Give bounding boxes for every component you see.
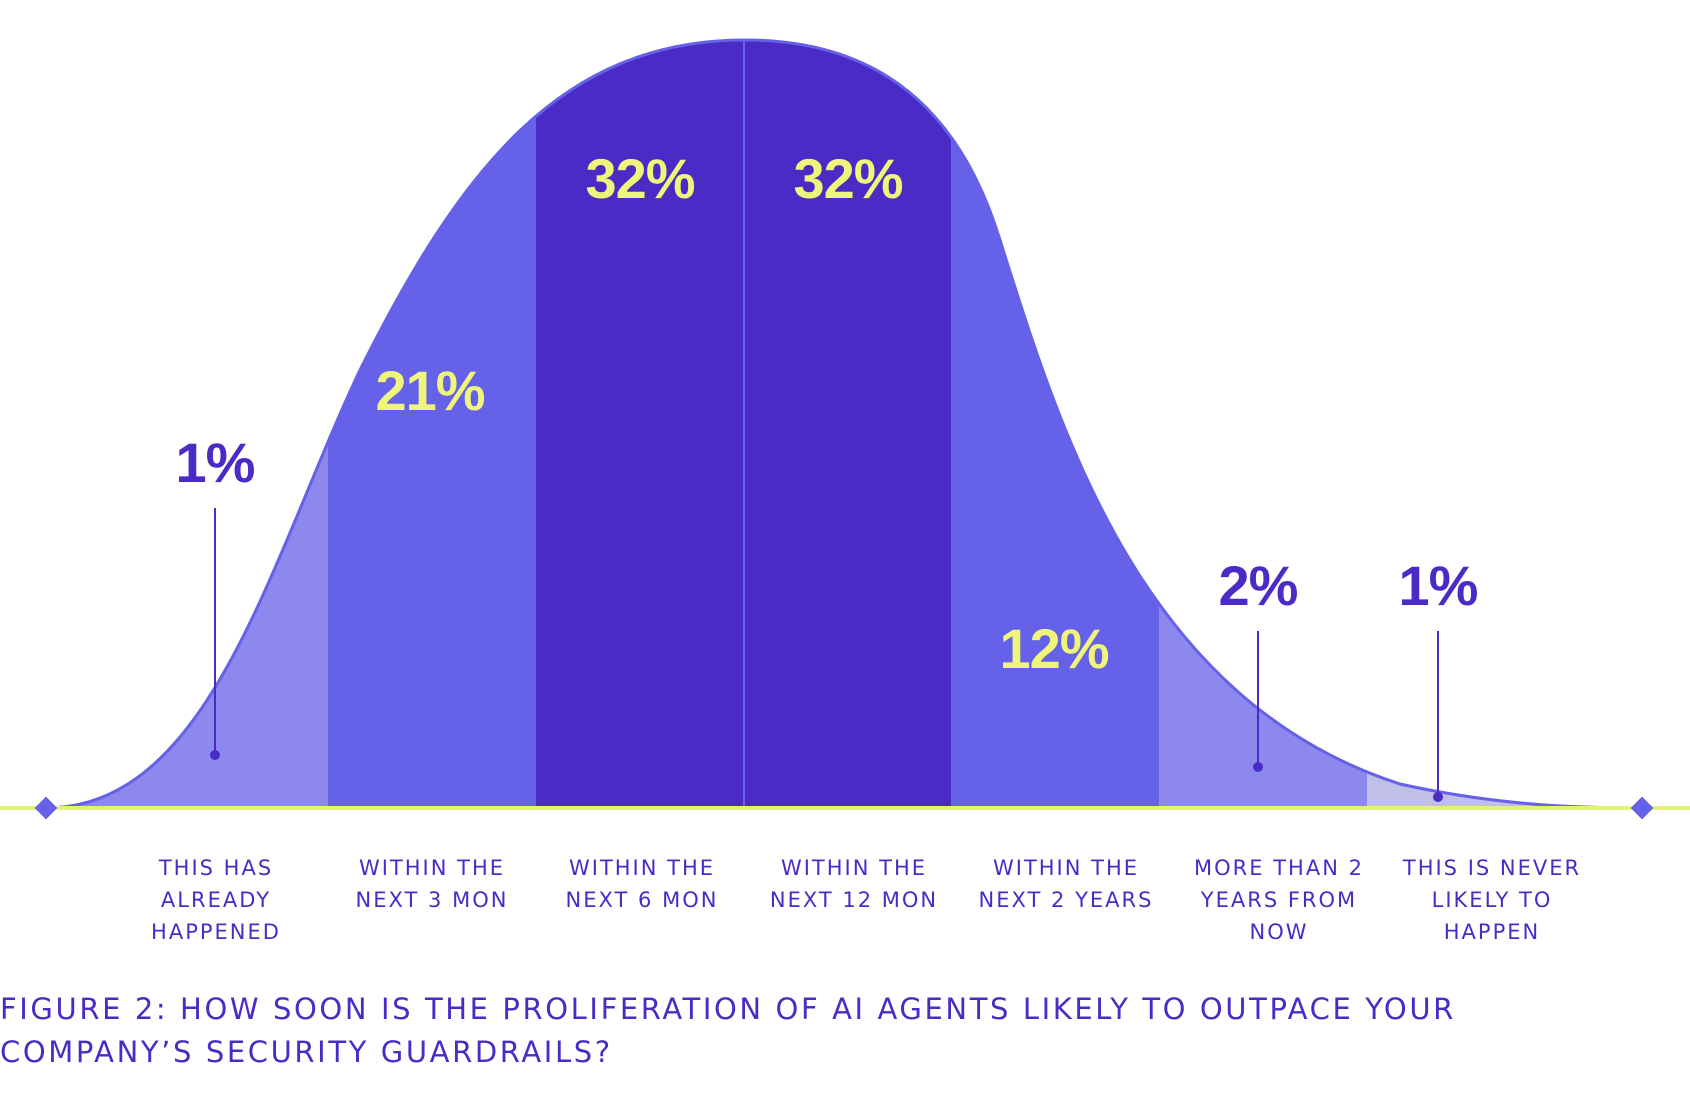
leader-dot-1 — [210, 750, 220, 760]
category-label-1: THIS HAS ALREADY HAPPENED — [151, 856, 281, 944]
value-label-7: 1% — [1399, 554, 1478, 617]
figure-title-line-1: FIGURE 2: HOW SOON IS THE PROLIFERATION … — [0, 992, 1456, 1026]
figure-title-line-2: COMPANY’S SECURITY GUARDRAILS? — [0, 1035, 613, 1069]
category-label-7: THIS IS NEVER LIKELY TO HAPPEN — [1402, 856, 1581, 944]
category-label-2: WITHIN THE NEXT 3 MON — [356, 856, 509, 912]
value-label-5: 12% — [999, 617, 1108, 680]
leader-dot-7 — [1433, 792, 1443, 802]
baseline-right-marker — [1630, 796, 1654, 820]
curve-outline — [45, 38, 1643, 810]
value-label-2: 21% — [375, 359, 484, 422]
leader-dot-6 — [1253, 762, 1263, 772]
category-label-6: MORE THAN 2 YEARS FROM NOW — [1194, 856, 1364, 944]
category-label-5: WITHIN THE NEXT 2 YEARS — [979, 856, 1154, 912]
value-label-4: 32% — [793, 147, 902, 210]
category-label-4: WITHIN THE NEXT 12 MON — [770, 856, 938, 912]
value-label-3: 32% — [585, 147, 694, 210]
segment-6 — [1159, 40, 1368, 808]
curve-segments — [46, 40, 1642, 808]
segment-7 — [1367, 40, 1642, 808]
baseline-left-marker — [34, 796, 58, 820]
value-labels: 1% 21% 32% 32% 12% 2% 1% — [176, 147, 1479, 680]
category-labels: THIS HAS ALREADY HAPPENED WITHIN THE NEXT 3 … — [151, 856, 1581, 944]
segment-3 — [536, 40, 745, 808]
segment-4 — [744, 40, 952, 808]
value-label-1: 1% — [176, 431, 255, 494]
value-label-6: 2% — [1219, 554, 1298, 617]
callout-leaders — [210, 508, 1443, 802]
category-label-3: WITHIN THE NEXT 6 MON — [566, 856, 719, 912]
segment-1 — [46, 40, 329, 808]
